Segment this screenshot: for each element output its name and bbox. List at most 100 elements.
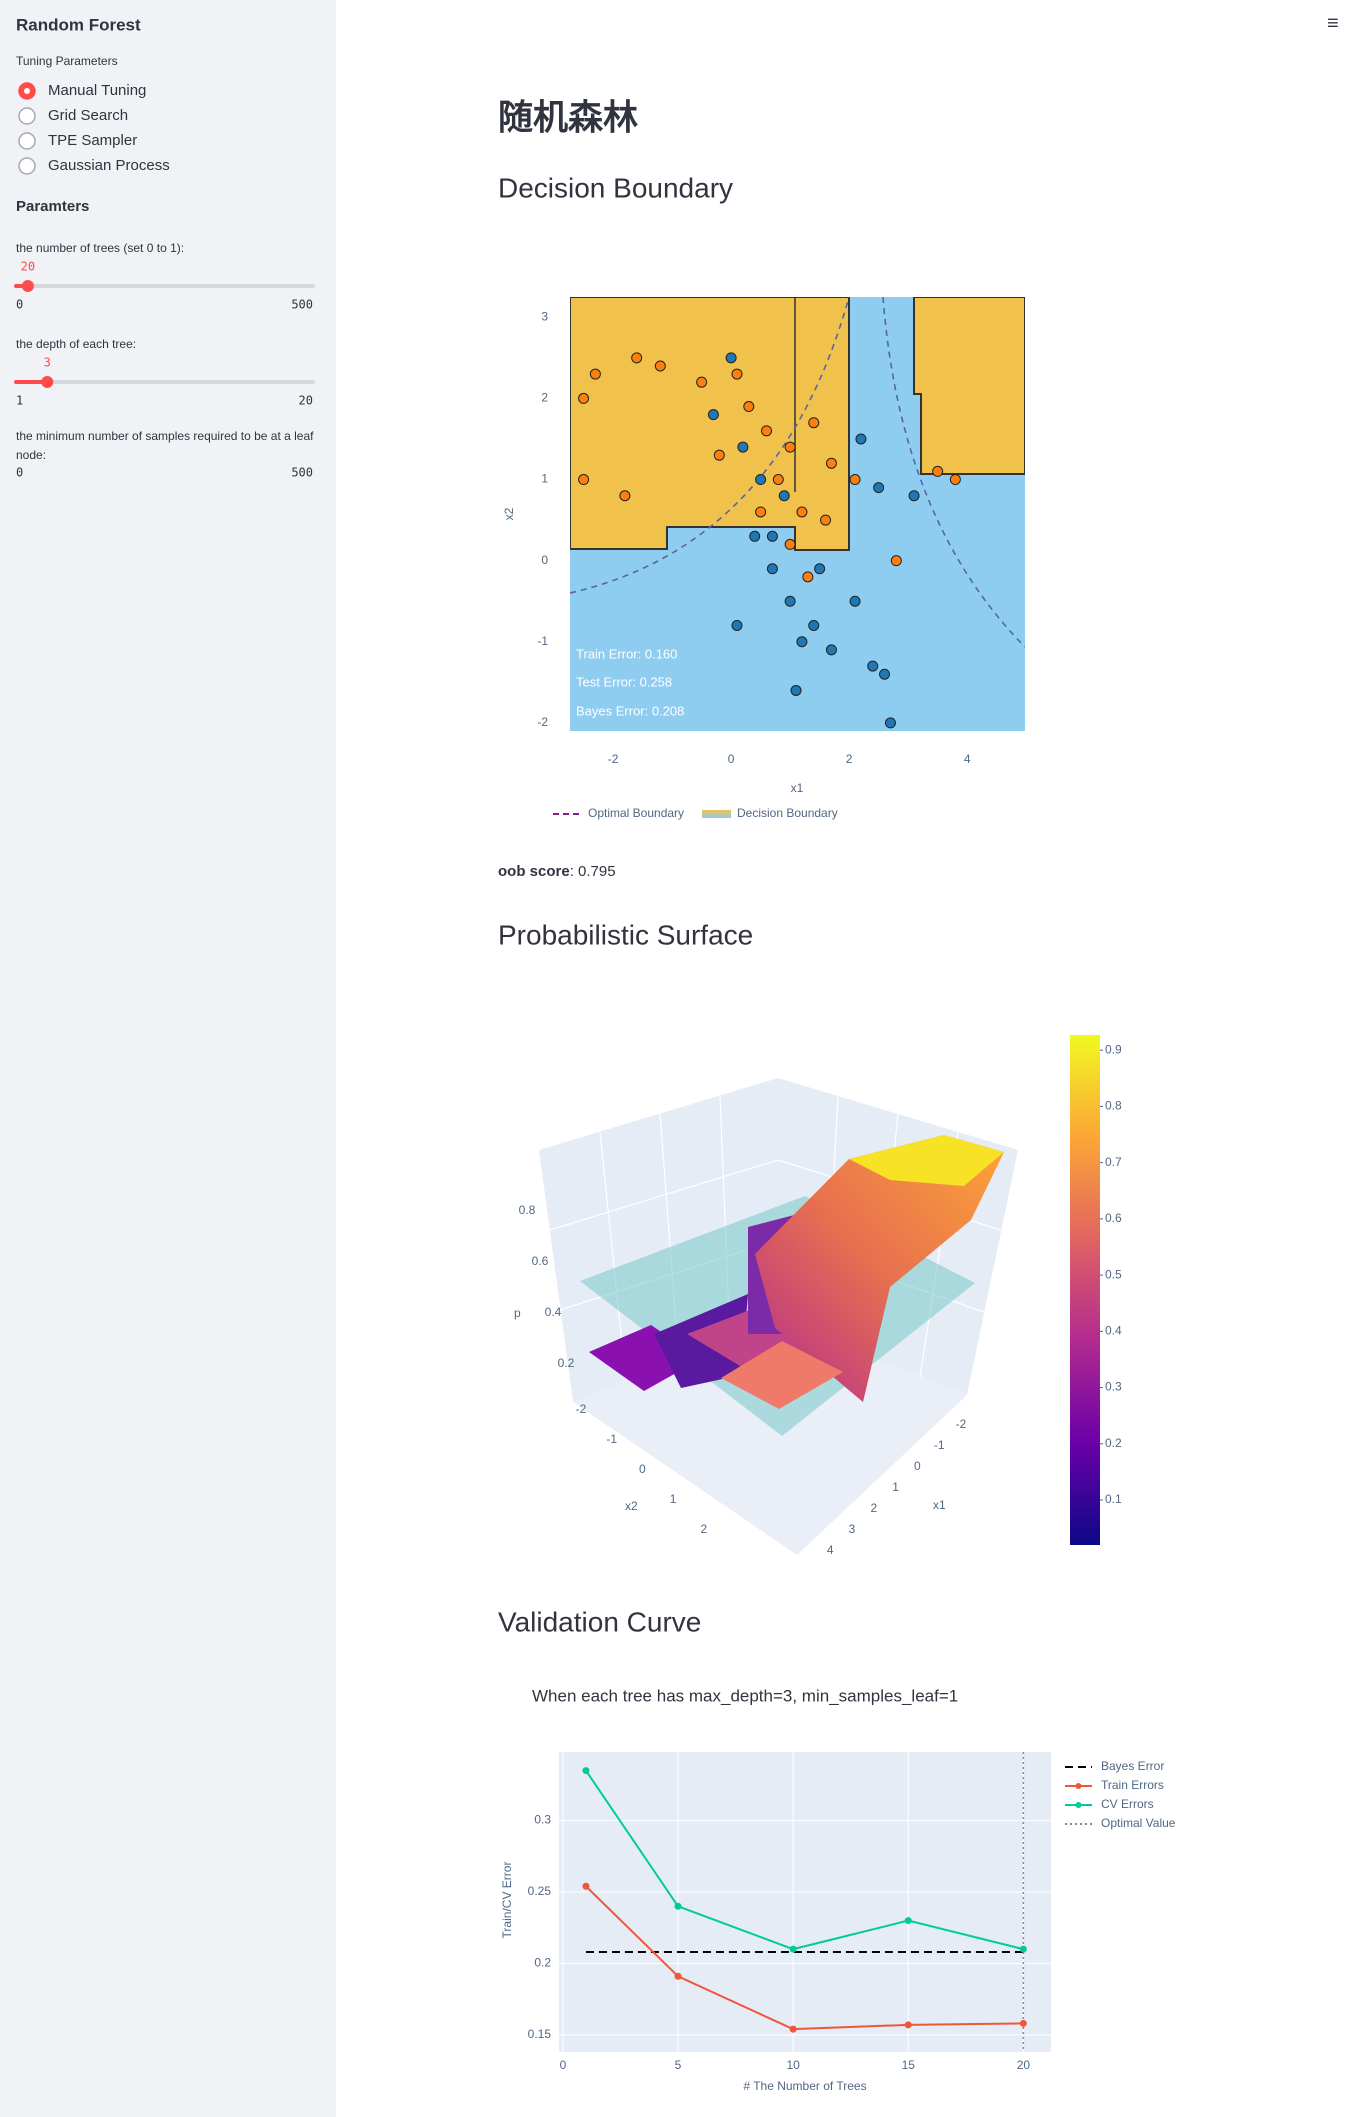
data-point [631, 352, 643, 364]
data-point [904, 1917, 912, 1925]
region-orange [913, 297, 1025, 475]
data-point [932, 465, 944, 477]
slider-max: 500 [291, 466, 313, 480]
data-point [790, 684, 802, 696]
radio-option[interactable]: Grid Search [48, 107, 128, 124]
slider-max: 20 [299, 394, 313, 408]
legend-label: Optimal Boundary [588, 806, 684, 820]
z-tick-label: 0.8 [519, 1203, 536, 1217]
colorbar [1070, 1035, 1100, 1545]
data-point [784, 538, 796, 550]
data-point [737, 441, 749, 453]
x-tick-label: 15 [902, 2058, 916, 2072]
data-point [814, 563, 826, 575]
scene-floor [573, 1322, 967, 1555]
data-point [731, 620, 743, 632]
y-axis-label: x2 [625, 1499, 638, 1513]
y-tick-label: 0.2 [534, 1956, 551, 1970]
slider-handle[interactable] [41, 376, 54, 388]
z-tick-label: 0.4 [545, 1305, 562, 1319]
data-point [825, 644, 837, 656]
slider-handle[interactable] [21, 280, 34, 292]
radio-option[interactable]: Manual Tuning [48, 82, 146, 99]
y-axis-label: Train/CV Error [500, 1862, 514, 1939]
colorbar-tick-label: 0.4 [1105, 1324, 1122, 1338]
slider-label-box: the minimum number of samples required t… [16, 429, 314, 462]
surface-scene [539, 1078, 1018, 1555]
surface-patch [849, 1135, 1004, 1186]
radio-button[interactable] [18, 107, 36, 125]
slider-value: 3 [44, 356, 51, 370]
x-tick-label: 20 [1017, 2058, 1031, 2072]
data-point [796, 636, 808, 648]
radio-option[interactable]: Gaussian Process [48, 157, 170, 174]
colorbar-tick-label: 0.8 [1105, 1099, 1122, 1113]
data-point [749, 530, 761, 542]
sliders: the number of trees (set 0 to 1): 20 0 500 t… [14, 241, 315, 480]
oob-value: : 0.795 [570, 863, 616, 880]
x-tick-label: 1 [892, 1480, 899, 1494]
data-point [731, 368, 743, 380]
data-point [755, 474, 767, 486]
data-point [784, 441, 796, 453]
radio-button[interactable] [18, 132, 36, 150]
x-tick-label: -2 [608, 752, 619, 766]
x-tick-label: 0 [560, 2058, 567, 2072]
data-point [855, 433, 867, 445]
data-point [674, 1972, 682, 1980]
optimal-boundary [570, 297, 850, 594]
slider-min: 0 [16, 466, 23, 480]
colorbar-tick-label: 0.7 [1105, 1155, 1122, 1169]
data-point [582, 1882, 590, 1890]
radio-option[interactable]: TPE Sampler [48, 132, 137, 149]
x-axis-label: # The Number of Trees [743, 2079, 866, 2093]
x-axis-label: x1 [791, 781, 804, 795]
annotation: Train Error: 0.160 [576, 646, 677, 661]
slider-label: the minimum number of samples required t… [16, 429, 314, 462]
colorbar-tick-label: 0.5 [1105, 1267, 1122, 1281]
x-axis-label: x1 [933, 1498, 946, 1512]
points [578, 352, 961, 729]
sidebar-title: Random Forest [16, 15, 141, 34]
colorbar-tick-label: 0.6 [1105, 1211, 1122, 1225]
y-tick-label: 1 [541, 472, 548, 486]
data-point [884, 717, 896, 729]
y-tick-label: -2 [537, 715, 548, 729]
legend-swatch [702, 810, 731, 818]
annotation: Bayes Error: 0.208 [576, 703, 684, 718]
z-tick-label: 0.2 [558, 1356, 575, 1370]
section-heading: Probabilistic Surface [498, 919, 753, 950]
data-point [713, 449, 725, 461]
plot-area [559, 1752, 1051, 2052]
data-point [619, 490, 631, 502]
data-point [743, 401, 755, 413]
slider-max: 500 [291, 298, 313, 312]
y-tick-label: 0.25 [528, 1884, 552, 1898]
data-point [890, 555, 902, 567]
data-point [589, 368, 601, 380]
data-point [849, 474, 861, 486]
y-axis-label: x2 [502, 507, 516, 520]
slider-label: the depth of each tree: [16, 337, 136, 351]
surface-patch [721, 1341, 843, 1409]
radio-button[interactable] [18, 157, 36, 175]
menu-button[interactable]: ≡ [1327, 12, 1339, 34]
data-point [867, 660, 879, 672]
slider-min: 0 [16, 298, 23, 312]
data-point [778, 490, 790, 502]
x-tick-label: 0 [728, 752, 735, 766]
x-tick-label: 0 [914, 1459, 921, 1473]
data-point [849, 595, 861, 607]
data-point [908, 490, 920, 502]
data-point [578, 392, 590, 404]
legend-marker [1075, 1783, 1082, 1789]
data-point [755, 506, 767, 518]
legend-label: Decision Boundary [737, 806, 838, 820]
y-tick-label: -1 [537, 634, 548, 648]
x-tick-label: 3 [849, 1522, 856, 1536]
data-point [949, 474, 961, 486]
x-tick-label: 2 [870, 1501, 877, 1515]
y-tick-label: 3 [541, 309, 548, 323]
slider-min: 1 [16, 394, 23, 408]
